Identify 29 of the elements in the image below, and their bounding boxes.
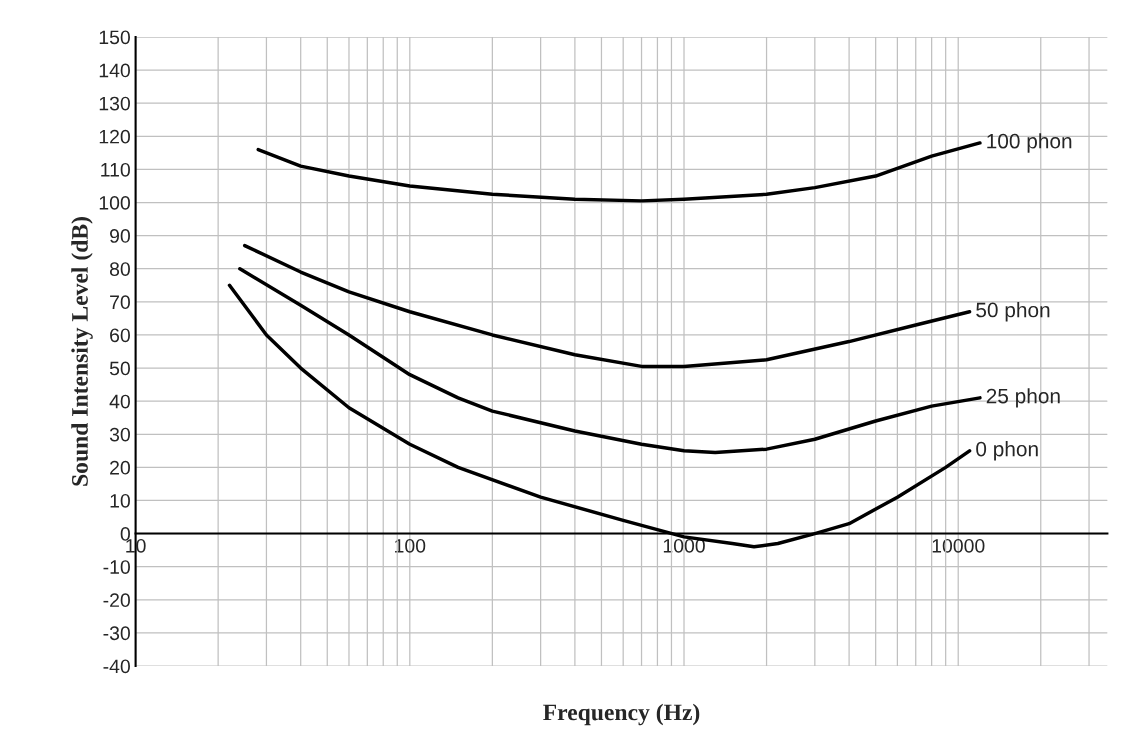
y-tick-label: 130 — [99, 96, 130, 111]
y-tick-label: -40 — [103, 659, 130, 674]
y-tick-label: 90 — [110, 229, 130, 243]
y-tick-label: 100 — [99, 195, 130, 210]
y-tick-label: 140 — [99, 63, 130, 78]
y-tick-label: 150 — [99, 30, 130, 45]
y-tick-label: 110 — [101, 162, 130, 177]
x-tick-label: 100 — [395, 538, 426, 553]
y-tick-label: 120 — [99, 129, 130, 144]
x-tick-label: 1000 — [663, 538, 705, 553]
y-tick-label: 80 — [109, 262, 130, 276]
series-label: 25 phon — [986, 388, 1060, 408]
y-axis-title: Sound Intensity Level (dB) — [71, 217, 93, 486]
y-tick-label: 60 — [110, 328, 130, 343]
y-tick-label: 10 — [110, 493, 130, 508]
y-tick-label: 0 — [120, 527, 130, 541]
y-tick-label: 40 — [109, 394, 130, 409]
series-label: 100 phon — [987, 133, 1072, 153]
y-tick-label: -10 — [103, 560, 130, 574]
y-tick-label: 70 — [110, 295, 130, 310]
y-tick-label: -20 — [103, 593, 130, 608]
series-label: 0 phon — [976, 441, 1038, 461]
y-tick-label: 20 — [110, 460, 130, 475]
x-axis-title: Frequency (Hz) — [543, 703, 700, 726]
y-tick-label: 50 — [109, 361, 130, 376]
y-tick-label: 30 — [109, 427, 130, 442]
y-tick-label: -30 — [103, 626, 130, 641]
x-tick-label: 10000 — [932, 538, 985, 553]
series-label: 50 phon — [976, 302, 1050, 322]
